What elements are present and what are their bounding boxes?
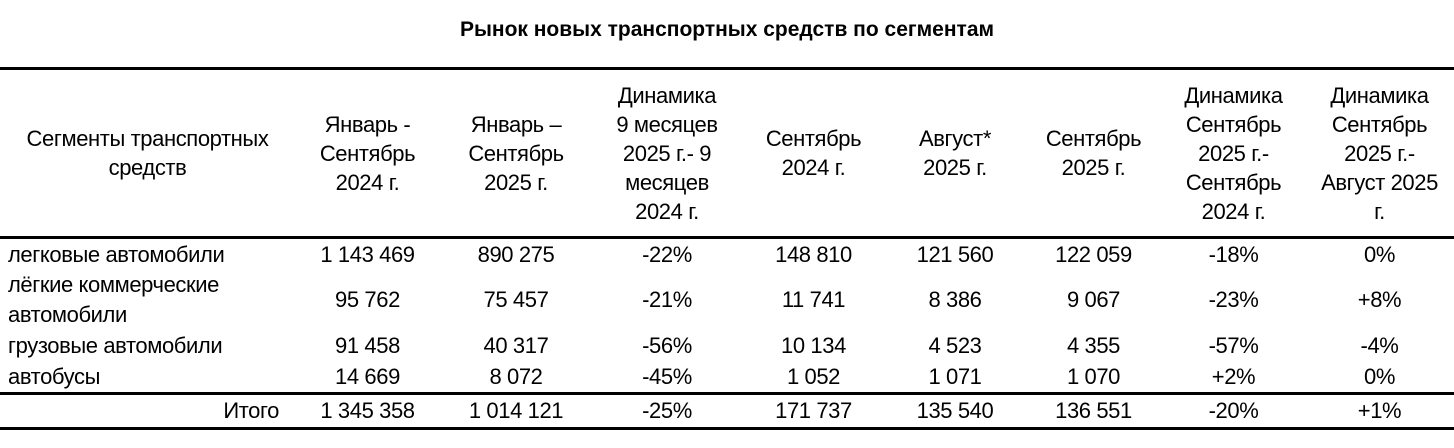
total-dynamics-sep-sep: -20% — [1208, 398, 1259, 423]
cell-segment: лёгкие коммерческие автомобили — [8, 272, 219, 327]
total-segment: Итого — [223, 398, 279, 423]
header-dynamics-9m: Динамика 9 месяцев 2025 г.- 9 месяцев 20… — [616, 82, 718, 224]
table-row: грузовые автомобили 91 458 40 317 -56% 10 13… — [0, 330, 1454, 361]
cell-jan-sep-2024: 91 458 — [335, 333, 400, 358]
header-segment: Сегменты транспортных средств — [26, 126, 269, 180]
cell-dynamics-sep-sep: -23% — [1208, 287, 1259, 312]
cell-dynamics-9m: -22% — [642, 242, 692, 267]
total-sep-2025: 136 551 — [1055, 398, 1132, 423]
cell-dynamics-sep-aug: +8% — [1357, 287, 1402, 312]
total-aug-2025: 135 540 — [916, 398, 994, 423]
cell-sep-2025: 9 067 — [1066, 287, 1121, 312]
cell-jan-sep-2024: 14 669 — [335, 364, 400, 389]
cell-segment: грузовые автомобили — [8, 333, 223, 358]
cell-dynamics-sep-aug: -4% — [1360, 333, 1399, 358]
table-row: легковые автомобили 1 143 469 890 275 -22% 1… — [0, 238, 1454, 271]
header-dynamics-sep-sep: Динамика Сентябрь 2025 г.- Сентябрь 2024… — [1184, 82, 1283, 224]
cell-aug-2025: 121 560 — [916, 242, 994, 267]
segments-table: Сегменты транспортных средств Январь - С… — [0, 67, 1454, 430]
cell-dynamics-sep-sep: +2% — [1211, 364, 1256, 389]
cell-dynamics-9m: -21% — [642, 287, 692, 312]
header-jan-sep-2024: Январь - Сентябрь 2024 г. — [319, 111, 416, 195]
total-jan-sep-2024: 1 345 358 — [320, 398, 415, 423]
cell-sep-2025: 122 059 — [1055, 242, 1132, 267]
cell-sep-2024: 11 741 — [781, 287, 846, 312]
cell-sep-2025: 1 070 — [1066, 364, 1121, 389]
cell-segment: легковые автомобили — [8, 242, 225, 267]
total-sep-2024: 171 737 — [775, 398, 852, 423]
total-jan-sep-2025: 1 014 121 — [468, 398, 564, 423]
cell-dynamics-sep-sep: -57% — [1208, 333, 1259, 358]
cell-sep-2024: 148 810 — [775, 242, 852, 267]
total-dynamics-sep-aug: +1% — [1357, 398, 1402, 423]
header-jan-sep-2025: Январь – Сентябрь 2025 г. — [468, 111, 564, 195]
header-aug-2025: Август* 2025 г. — [919, 126, 991, 180]
cell-aug-2025: 4 523 — [928, 333, 982, 358]
cell-jan-sep-2025: 8 072 — [489, 364, 543, 389]
cell-dynamics-sep-sep: -18% — [1208, 242, 1259, 267]
cell-jan-sep-2024: 1 143 469 — [320, 242, 415, 267]
cell-sep-2025: 4 355 — [1066, 333, 1121, 358]
cell-dynamics-9m: -56% — [642, 333, 692, 358]
cell-dynamics-9m: -45% — [642, 364, 692, 389]
table-title: Рынок новых транспортных средств по сегм… — [459, 18, 995, 41]
cell-sep-2024: 1 052 — [786, 364, 841, 389]
cell-jan-sep-2024: 95 762 — [335, 287, 400, 312]
cell-aug-2025: 1 071 — [928, 364, 982, 389]
cell-aug-2025: 8 386 — [928, 287, 982, 312]
cell-sep-2024: 10 134 — [781, 333, 846, 358]
header-dynamics-sep-aug: Динамика Сентябрь 2025 г.- Август 2025 г… — [1321, 82, 1438, 224]
cell-jan-sep-2025: 890 275 — [477, 242, 555, 267]
cell-segment: автобусы — [8, 364, 100, 389]
table-row: лёгкие коммерческие автомобили 95 762 75 4… — [0, 270, 1454, 330]
header-sep-2024: Сентябрь 2024 г. — [765, 126, 862, 180]
cell-dynamics-sep-aug: 0% — [1364, 242, 1395, 267]
cell-jan-sep-2025: 75 457 — [483, 287, 549, 312]
total-row: Итого 1 345 358 1 014 121 -25% 171 737 135 54… — [0, 393, 1454, 429]
cell-dynamics-sep-aug: 0% — [1364, 364, 1395, 389]
total-dynamics-9m: -25% — [642, 398, 692, 423]
header-row: Сегменты транспортных средств Январь - С… — [0, 68, 1454, 238]
header-sep-2025: Сентябрь 2025 г. — [1045, 126, 1142, 180]
cell-jan-sep-2025: 40 317 — [483, 333, 549, 358]
table-row: автобусы 14 669 8 072 -45% 1 052 1 071 1 070 +2… — [0, 361, 1454, 394]
